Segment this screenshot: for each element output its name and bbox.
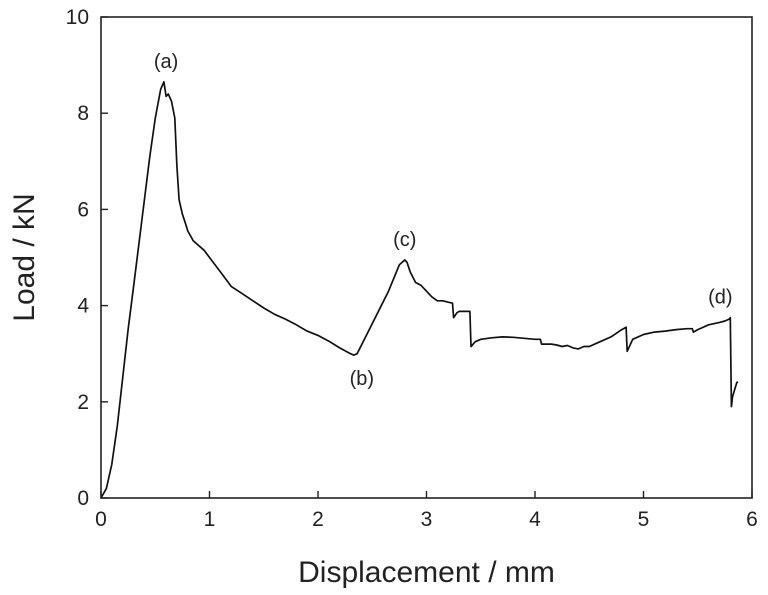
y-axis-title: Load / kN	[8, 193, 41, 321]
annotation-label: (d)	[708, 287, 732, 309]
y-tick-label: 4	[77, 295, 89, 318]
x-tick-label: 5	[638, 508, 650, 531]
y-tick-label: 6	[77, 198, 89, 221]
y-tick-label: 8	[77, 102, 89, 125]
annotation-label: (b)	[350, 368, 374, 390]
series-layer	[100, 81, 739, 499]
plot-frame	[100, 16, 753, 499]
x-axis-title: Displacement / mm	[298, 556, 555, 589]
y-tick-label: 0	[77, 487, 89, 510]
x-tick-label: 4	[529, 508, 541, 531]
annotation-label: (c)	[393, 229, 416, 251]
x-tick-label: 3	[421, 508, 433, 531]
y-tick-label: 2	[77, 391, 89, 414]
y-axis-ticks: 0 2 4 6 8 10	[66, 6, 108, 510]
series-line	[100, 81, 739, 499]
annotation-label: (a)	[154, 51, 178, 73]
x-tick-label: 2	[312, 508, 324, 531]
x-axis-ticks: 0 1 2 3 4 5 6	[95, 491, 758, 531]
annotation-layer: (a) (b) (c) (d)	[154, 51, 733, 390]
x-tick-label: 6	[746, 508, 758, 531]
x-tick-label: 0	[95, 508, 107, 531]
y-tick-label: 10	[66, 6, 89, 29]
x-tick-label: 1	[204, 508, 216, 531]
